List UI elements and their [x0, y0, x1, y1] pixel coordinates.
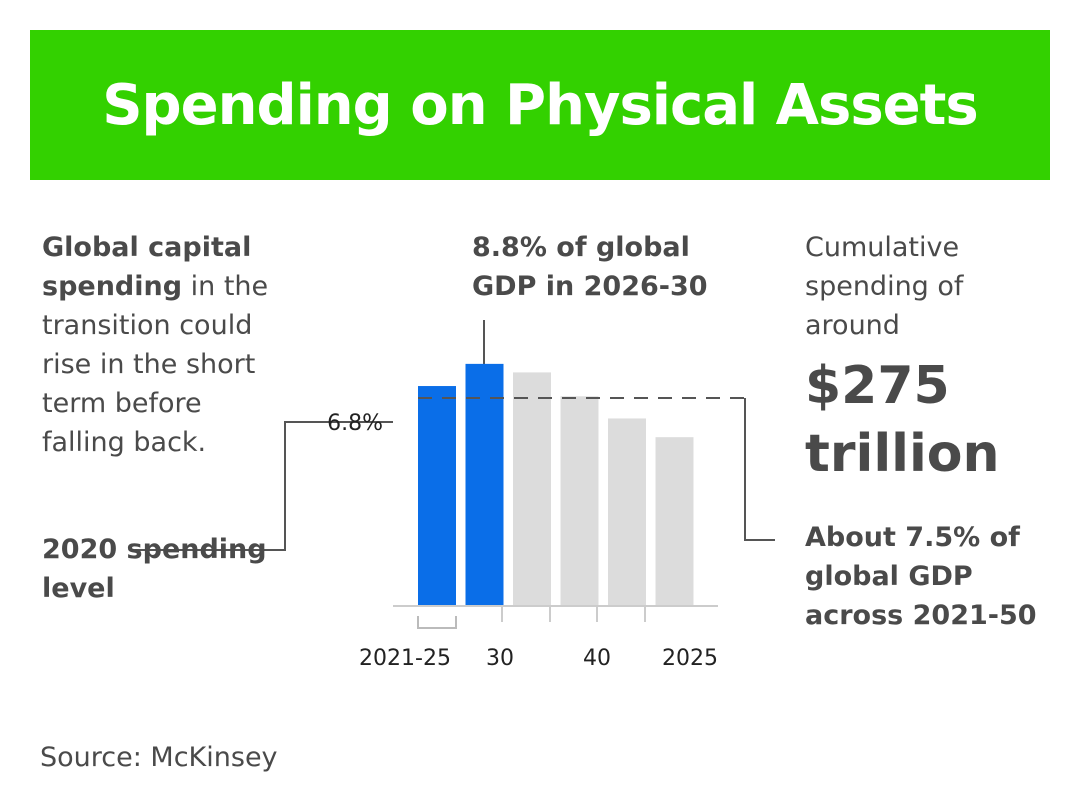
bracket	[417, 616, 457, 629]
bar	[655, 437, 694, 606]
reference-label: 6.8%	[327, 411, 383, 436]
banner: Spending on Physical Assets	[30, 30, 1050, 180]
right-intro: Cumulative spending of around	[805, 232, 964, 341]
x-tick-label: 40	[583, 646, 611, 671]
source: Source: McKinsey	[40, 742, 278, 773]
x-tick-label: 2021-25	[359, 646, 451, 671]
bar	[465, 363, 504, 606]
bar	[513, 372, 551, 606]
bar	[560, 396, 599, 606]
connectors	[135, 320, 775, 629]
left-note: Global capital spending in the transitio…	[42, 228, 282, 462]
left-note-text: in the transition could rise in the shor…	[42, 271, 269, 458]
baseline-connector	[135, 421, 393, 551]
right-detail: About 7.5% of global GDP across 2021-50	[805, 522, 1037, 631]
total-connector	[744, 398, 775, 541]
baseline-note: 2020 spending level	[42, 534, 267, 604]
bar	[418, 386, 456, 606]
x-tick-label: 2025	[662, 646, 718, 671]
left-note-bold: Global capital spending	[42, 232, 252, 302]
x-tick-label: 30	[486, 646, 514, 671]
bar	[608, 418, 646, 606]
right-amount: $275 trillion	[805, 356, 1000, 484]
annotation: 8.8% of global GDP in 2026-30	[472, 232, 708, 302]
title: Spending on Physical Assets	[102, 72, 979, 138]
